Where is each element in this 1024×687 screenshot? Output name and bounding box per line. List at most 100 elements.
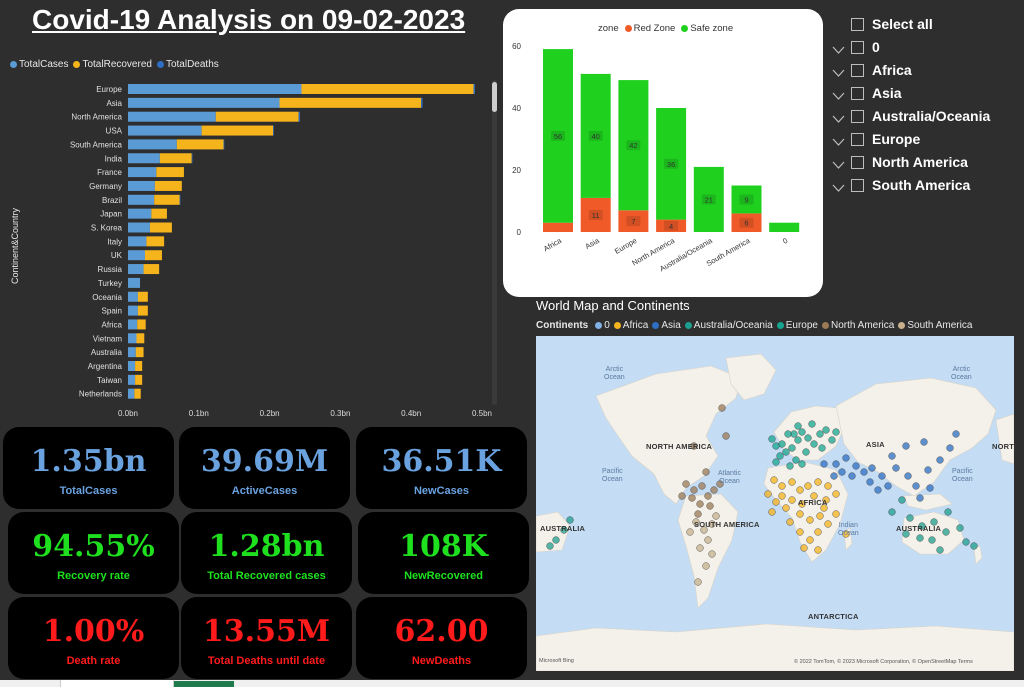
column-red-zone[interactable] [731, 213, 762, 232]
bar-totalrecovered[interactable] [159, 153, 192, 164]
map-point[interactable] [786, 518, 794, 526]
map-point[interactable] [810, 492, 818, 500]
map-point[interactable] [796, 510, 804, 518]
map-point[interactable] [546, 542, 554, 550]
bar-totalrecovered[interactable] [135, 374, 143, 385]
map-point[interactable] [878, 472, 886, 480]
chevron-down-icon[interactable] [832, 180, 845, 192]
legend-item-totaldeaths[interactable]: TotalDeaths [156, 59, 219, 70]
bar-chart-scrollbar[interactable] [492, 80, 497, 405]
map-point[interactable] [722, 432, 730, 440]
bar-totalcases[interactable] [128, 347, 136, 358]
map-point[interactable] [888, 452, 896, 460]
column-safe-zone[interactable] [580, 73, 611, 198]
map-legend-item[interactable]: Asia [652, 320, 681, 331]
map-point[interactable] [690, 486, 698, 494]
map-point[interactable] [772, 442, 780, 450]
map-point[interactable] [852, 462, 860, 470]
map-point[interactable] [822, 496, 830, 504]
bar-totalcases[interactable] [128, 180, 155, 191]
map-point[interactable] [920, 438, 928, 446]
map-point[interactable] [694, 510, 702, 518]
map-point[interactable] [678, 492, 686, 500]
map-point[interactable] [790, 430, 798, 438]
map-point[interactable] [952, 430, 960, 438]
map-point[interactable] [560, 526, 568, 534]
map-point[interactable] [696, 500, 704, 508]
bar-totaldeaths[interactable] [298, 111, 301, 122]
column-safe-zone[interactable] [693, 166, 724, 232]
bar-totalcases[interactable] [128, 167, 157, 178]
bar-totalrecovered[interactable] [201, 125, 274, 136]
map-point[interactable] [804, 482, 812, 490]
map-point[interactable] [838, 468, 846, 476]
map-point[interactable] [888, 508, 896, 516]
map-point[interactable] [942, 528, 950, 536]
map-point[interactable] [708, 520, 716, 528]
bar-chart-scrollbar-thumb[interactable] [492, 82, 497, 112]
map-point[interactable] [928, 536, 936, 544]
map-point[interactable] [912, 482, 920, 490]
map-point[interactable] [712, 512, 720, 520]
map-point[interactable] [814, 478, 822, 486]
map-point[interactable] [788, 496, 796, 504]
map-point[interactable] [944, 508, 952, 516]
bar-totalcases[interactable] [128, 84, 302, 94]
map-point[interactable] [778, 492, 786, 500]
slicer-item-north-america[interactable]: North America [832, 152, 968, 172]
map-point[interactable] [868, 464, 876, 472]
bar-totalcases[interactable] [128, 208, 152, 219]
slicer-item-0[interactable]: 0 [832, 37, 880, 57]
map-point[interactable] [704, 492, 712, 500]
slicer-checkbox[interactable] [851, 178, 864, 192]
column-red-zone[interactable] [656, 219, 687, 232]
map-point[interactable] [962, 538, 970, 546]
column-red-zone[interactable] [543, 222, 573, 232]
map-point[interactable] [866, 478, 874, 486]
map-point[interactable] [778, 482, 786, 490]
bar-totalrecovered[interactable] [143, 264, 160, 275]
map-point[interactable] [686, 528, 694, 536]
zone-legend-item[interactable]: Safe zone [681, 23, 733, 34]
map-point[interactable] [566, 516, 574, 524]
map-point[interactable] [794, 422, 802, 430]
map-point[interactable] [806, 516, 814, 524]
map-legend-item[interactable]: Europe [776, 320, 818, 331]
bar-totalcases[interactable] [128, 111, 216, 122]
legend-item-totalcases[interactable]: TotalCases [10, 59, 68, 70]
map-point[interactable] [816, 430, 824, 438]
map-point[interactable] [906, 514, 914, 522]
bar-totalcases[interactable] [128, 250, 145, 261]
column-safe-zone[interactable] [656, 108, 687, 220]
bar-totalcases[interactable] [128, 125, 202, 136]
slicer-item-asia[interactable]: Asia [832, 83, 902, 103]
map-point[interactable] [832, 460, 840, 468]
slicer-checkbox[interactable] [851, 86, 864, 100]
bar-totalcases[interactable] [128, 277, 141, 288]
bar-totalcases[interactable] [128, 361, 136, 371]
map-point[interactable] [552, 536, 560, 544]
map-point[interactable] [796, 528, 804, 536]
bar-totalcases[interactable] [128, 153, 160, 164]
map-point[interactable] [772, 498, 780, 506]
map-point[interactable] [718, 404, 726, 412]
map-point[interactable] [926, 484, 934, 492]
map-point[interactable] [786, 462, 794, 470]
map-point[interactable] [936, 456, 944, 464]
map-point[interactable] [916, 494, 924, 502]
map-point[interactable] [794, 436, 802, 444]
chevron-down-icon[interactable] [832, 88, 845, 100]
column-safe-zone[interactable] [731, 185, 762, 214]
bar-totalrecovered[interactable] [149, 222, 172, 233]
map-point[interactable] [860, 468, 868, 476]
chevron-down-icon[interactable] [832, 134, 845, 146]
column-safe-zone[interactable] [769, 222, 800, 232]
bar-totalrecovered[interactable] [144, 250, 162, 261]
page-tab-active[interactable] [174, 681, 234, 687]
map-point[interactable] [832, 510, 840, 518]
map-point[interactable] [682, 480, 690, 488]
map-legend-item[interactable]: Africa [613, 320, 648, 331]
map-point[interactable] [828, 436, 836, 444]
map-point[interactable] [898, 496, 906, 504]
map-point[interactable] [810, 440, 818, 448]
